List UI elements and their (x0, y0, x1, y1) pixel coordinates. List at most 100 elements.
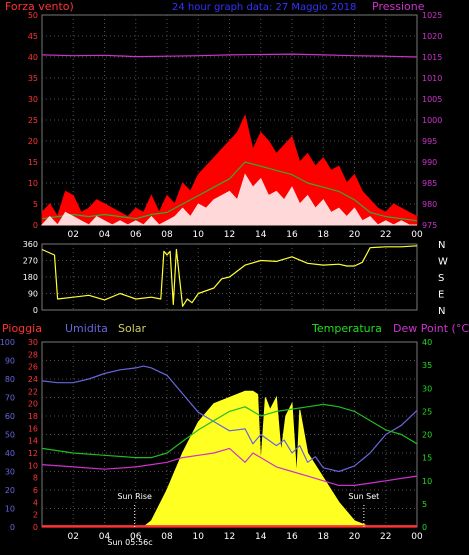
wind-series-wind_gust (41, 114, 418, 226)
direction-y-tick-label: 360 (23, 240, 38, 249)
humidity-axis-title: Umidita (65, 322, 108, 335)
rain-y-tick-label: 22 (28, 387, 38, 396)
wind-axis-title: Forza vento) (5, 0, 74, 13)
humidity-y-tick-label: 10 (5, 505, 15, 514)
sunrise-marker-label: Sun Rise (117, 492, 152, 501)
pressure-y-tick-label: 1005 (422, 95, 442, 104)
climate-x-tick-label: 22 (380, 532, 391, 542)
humidity-y-tick-label: 70 (5, 394, 15, 403)
wind-x-tick-label: 18 (318, 230, 330, 240)
wind-x-tick-label: 00 (411, 230, 423, 240)
pressure-y-tick-label: 990 (422, 158, 437, 167)
wind-pressure-panel: 02 04 06 08 10 12 14 16 18 20 22 000510152025303540… (28, 11, 443, 240)
temperature-y-tick-label: 25 (422, 407, 432, 416)
wind-x-tick-label: 02 (68, 230, 79, 240)
climate-x-tick-label: 04 (99, 532, 111, 542)
compass-label: E (438, 290, 444, 301)
rain-y-tick-label: 30 (28, 338, 38, 347)
pressure-y-tick-label: 1010 (422, 74, 442, 83)
solar-axis-title: Solar (118, 322, 147, 335)
wind-x-tick-label: 20 (349, 230, 361, 240)
wind-y-tick-label: 40 (28, 53, 38, 62)
pressure-y-tick-label: 975 (422, 221, 437, 230)
temperature-humidity-panel: 02 04 06 08 10 12 14 16 18 20 22 000102030405060708… (0, 338, 432, 547)
wind-y-tick-label: 0 (33, 221, 38, 230)
wind-y-tick-label: 30 (28, 95, 38, 104)
wind-series-pressure (41, 53, 418, 58)
graph-title: 24 hour graph data: 27 Maggio 2018 (172, 2, 356, 13)
climate-x-tick-label: 14 (255, 532, 267, 542)
sunrise-time-label: Sun 05:56c (107, 538, 152, 547)
rain-y-tick-label: 26 (28, 363, 38, 372)
temperature-axis-title: Temperatura (311, 322, 382, 335)
wind-series-wind_speed (40, 173, 417, 226)
temperature-series (41, 403, 418, 459)
climate-x-tick-label: 02 (68, 532, 79, 542)
humidity-y-tick-label: 30 (5, 468, 15, 477)
rain-y-tick-label: 20 (28, 400, 38, 409)
wind-y-tick-label: 35 (28, 74, 38, 83)
temperature-y-tick-label: 20 (422, 431, 432, 440)
humidity-y-tick-label: 100 (0, 338, 15, 347)
wind-x-tick-label: 22 (380, 230, 391, 240)
compass-label: N (438, 240, 445, 251)
humidity-y-tick-label: 60 (5, 412, 15, 421)
humidity-y-tick-label: 50 (5, 431, 15, 440)
direction-y-tick-label: 180 (23, 273, 38, 282)
pressure-y-tick-label: 1025 (422, 11, 442, 20)
sunset-marker-label: Sun Set (348, 492, 379, 501)
climate-x-tick-label: 12 (224, 532, 235, 542)
temperature-y-tick-label: 10 (422, 477, 432, 486)
temperature-y-tick-label: 40 (422, 338, 432, 347)
climate-x-tick-label: 16 (286, 532, 298, 542)
pressure-y-tick-label: 980 (422, 200, 437, 209)
wind-series-wind_avg (41, 161, 418, 222)
humidity-series (41, 365, 418, 473)
wind-x-tick-label: 08 (161, 230, 173, 240)
rain-y-tick-label: 10 (28, 461, 38, 470)
humidity-y-tick-label: 40 (5, 449, 15, 458)
rain-y-tick-label: 24 (28, 375, 38, 384)
rain-axis-title: Pioggia (2, 322, 42, 335)
climate-x-tick-label: 00 (411, 532, 423, 542)
climate-x-tick-label: 20 (349, 532, 361, 542)
humidity-y-tick-label: 90 (5, 357, 15, 366)
wind-y-tick-label: 10 (28, 179, 38, 188)
wind-y-tick-label: 50 (28, 11, 38, 20)
direction-y-tick-label: 90 (28, 290, 38, 299)
wind-y-tick-label: 25 (28, 116, 38, 125)
wind-y-tick-label: 20 (28, 137, 38, 146)
rain-y-tick-label: 2 (33, 511, 38, 520)
pressure-y-tick-label: 985 (422, 179, 437, 188)
humidity-y-tick-label: 0 (10, 523, 15, 532)
pressure-y-tick-label: 1020 (422, 32, 442, 41)
wind-y-tick-label: 15 (28, 158, 38, 167)
pressure-y-tick-label: 1015 (422, 53, 442, 62)
wind-y-tick-label: 5 (33, 200, 38, 209)
rain-y-tick-label: 4 (33, 498, 38, 507)
temperature-y-tick-label: 30 (422, 384, 432, 393)
wind-x-tick-label: 14 (255, 230, 267, 240)
wind-x-tick-label: 04 (99, 230, 111, 240)
wind-x-tick-label: 16 (286, 230, 298, 240)
direction-series (41, 245, 418, 307)
rain-y-tick-label: 8 (33, 474, 38, 483)
dewpoint-series (41, 447, 418, 486)
wind-y-tick-label: 45 (28, 32, 38, 41)
rain-y-tick-label: 18 (28, 412, 38, 421)
rain-y-tick-label: 14 (28, 437, 38, 446)
pressure-y-tick-label: 1000 (422, 116, 442, 125)
wind-x-tick-label: 12 (224, 230, 235, 240)
compass-label: N (438, 306, 445, 317)
pressure-axis-title: Pressione (372, 0, 425, 13)
temperature-y-tick-label: 15 (422, 454, 432, 463)
climate-x-tick-label: 06 (130, 532, 142, 542)
compass-label: W (438, 257, 448, 268)
solar-series (42, 390, 417, 528)
climate-x-tick-label: 18 (318, 532, 330, 542)
compass-label: S (438, 273, 444, 284)
climate-x-tick-label: 08 (161, 532, 173, 542)
direction-y-tick-label: 270 (23, 257, 38, 266)
